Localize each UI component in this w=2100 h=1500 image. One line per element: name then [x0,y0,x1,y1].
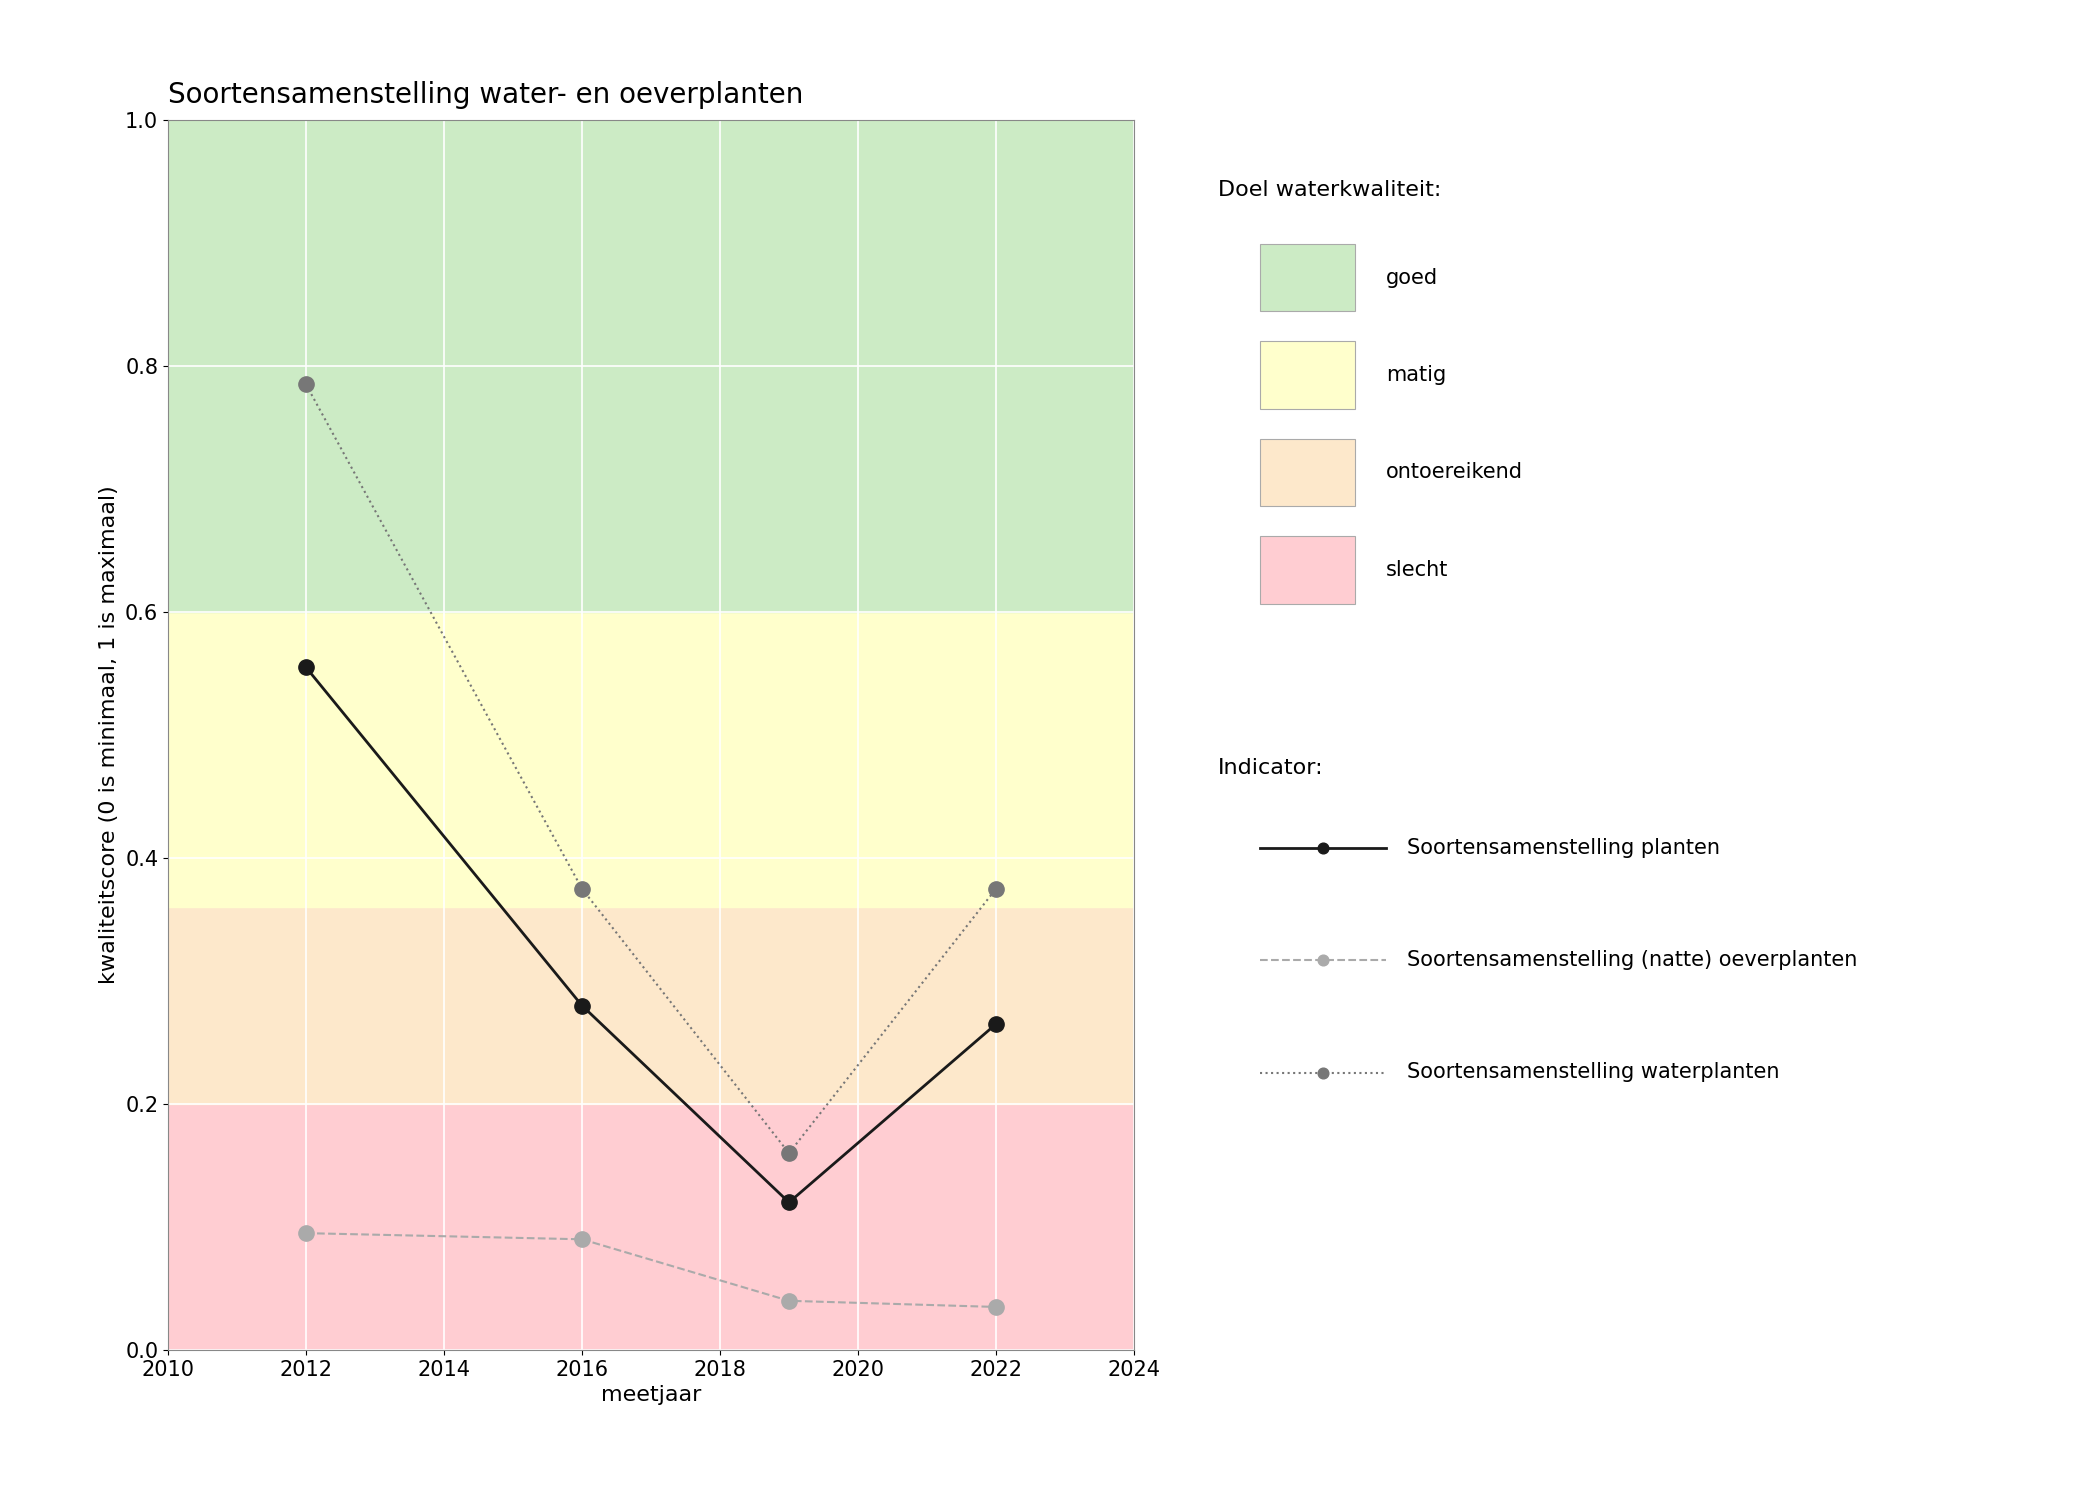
Bar [168,1104,1134,1350]
Bar [168,908,1134,1104]
Text: Soortensamenstelling waterplanten: Soortensamenstelling waterplanten [1407,1062,1779,1083]
Text: Soortensamenstelling water- en oeverplanten: Soortensamenstelling water- en oeverplan… [168,81,804,110]
Soortensamenstelling (natte) oeverplanten [777,1292,802,1310]
Soortensamenstelling waterplanten [983,879,1008,897]
Text: ontoereikend: ontoereikend [1386,462,1522,483]
Soortensamenstelling (natte) oeverplanten [569,1230,594,1248]
Text: Soortensamenstelling planten: Soortensamenstelling planten [1407,837,1720,858]
Line: Soortensamenstelling (natte) oeverplanten: Soortensamenstelling (natte) oeverplante… [298,1226,1004,1314]
Text: goed: goed [1386,267,1438,288]
Text: Indicator:: Indicator: [1218,758,1323,777]
Soortensamenstelling waterplanten [294,375,319,393]
Soortensamenstelling planten [294,658,319,676]
Bar [168,120,1134,612]
Text: Soortensamenstelling (natte) oeverplanten: Soortensamenstelling (natte) oeverplante… [1407,950,1856,970]
Soortensamenstelling planten [569,996,594,1014]
Soortensamenstelling waterplanten [777,1144,802,1162]
Soortensamenstelling planten [777,1194,802,1212]
Soortensamenstelling (natte) oeverplanten [983,1298,1008,1316]
Soortensamenstelling waterplanten [569,879,594,897]
Bar [168,612,1134,908]
Soortensamenstelling planten [983,1016,1008,1034]
X-axis label: meetjaar: meetjaar [601,1386,701,1406]
Text: slecht: slecht [1386,560,1449,580]
Text: Doel waterkwaliteit:: Doel waterkwaliteit: [1218,180,1441,200]
Line: Soortensamenstelling planten: Soortensamenstelling planten [298,660,1004,1210]
Text: matig: matig [1386,364,1447,386]
Soortensamenstelling (natte) oeverplanten [294,1224,319,1242]
Y-axis label: kwaliteitscore (0 is minimaal, 1 is maximaal): kwaliteitscore (0 is minimaal, 1 is maxi… [99,486,120,984]
Line: Soortensamenstelling waterplanten: Soortensamenstelling waterplanten [298,376,1004,1161]
